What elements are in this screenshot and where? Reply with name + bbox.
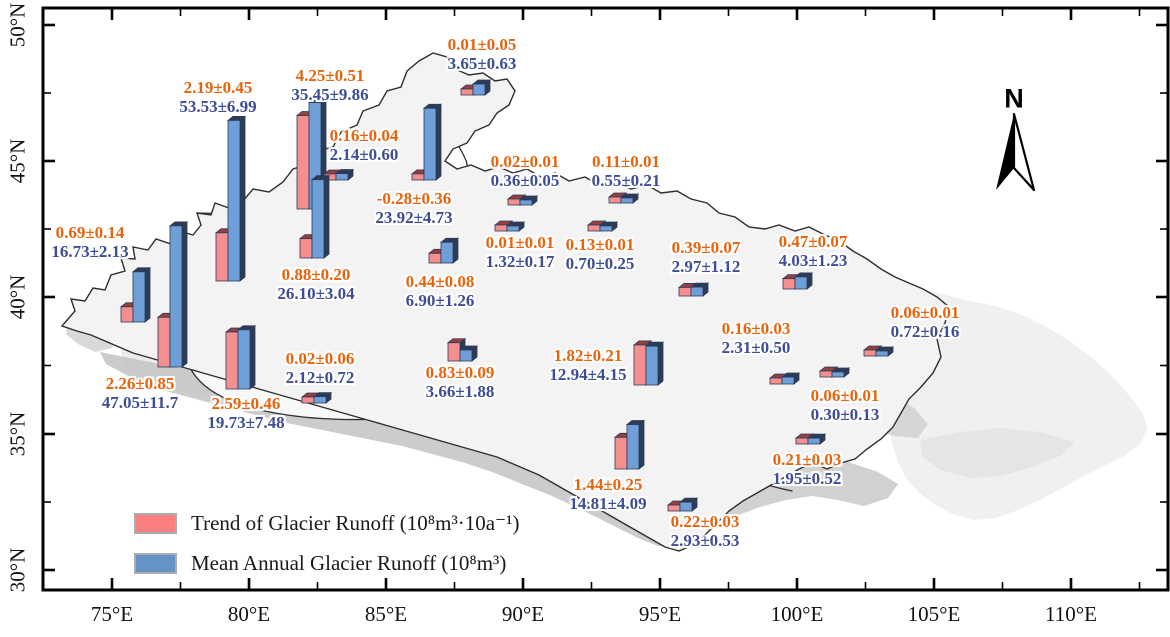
station-bar-pair xyxy=(768,372,801,385)
station-bar-pair xyxy=(666,497,699,512)
station-bar-pair xyxy=(300,391,333,404)
station-bar-pair xyxy=(224,324,257,390)
station-bar-pair xyxy=(586,220,619,232)
station-bar-pair xyxy=(493,220,526,232)
station-bar-pair xyxy=(119,266,152,323)
station-bar-pair xyxy=(862,345,895,357)
station-bar-pair xyxy=(410,103,443,181)
bars-layer xyxy=(119,79,895,512)
station-bar-pair xyxy=(677,282,710,297)
north-arrow-icon xyxy=(996,112,1036,192)
station-bar-pair xyxy=(794,433,827,445)
station-bar-pair xyxy=(613,419,646,470)
axis-ticks xyxy=(44,9,1167,589)
station-bar-pair xyxy=(156,221,189,368)
station-bar-pair xyxy=(506,194,539,206)
station-bar-pair xyxy=(446,337,479,362)
station-bar-pair xyxy=(781,272,814,290)
station-bar-pair xyxy=(818,366,851,378)
station-bar-pair xyxy=(427,237,460,264)
station-bar-pair xyxy=(322,168,355,181)
plot-frame xyxy=(41,6,1170,592)
station-bar-pair xyxy=(459,79,492,96)
station-bar-pair xyxy=(632,340,665,386)
station-bar-pair xyxy=(214,115,247,282)
station-bar-pair xyxy=(298,174,331,259)
station-bar-pair xyxy=(607,192,640,204)
